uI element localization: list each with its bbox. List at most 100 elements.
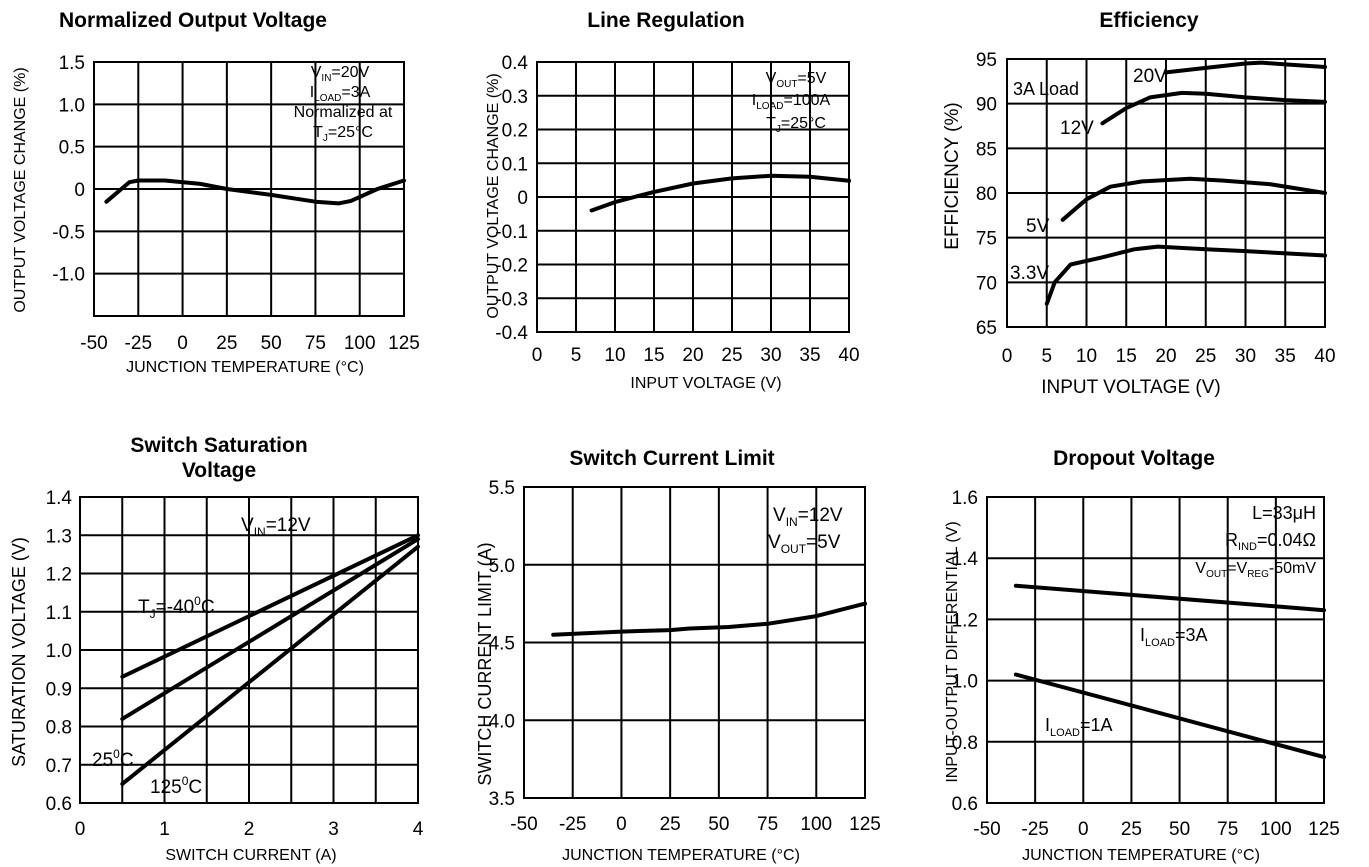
- x-tick-label: 125: [849, 814, 881, 835]
- y-tick-label: -0.2: [495, 256, 528, 277]
- x-tick-label: 40: [838, 345, 859, 366]
- series-line: [589, 173, 851, 213]
- x-tick-label: 0: [532, 345, 543, 366]
- y-tick-label: 1.1: [46, 603, 72, 624]
- series-line-125-c: [120, 544, 420, 786]
- x-axis-label: INPUT VOLTAGE (V): [1041, 377, 1220, 398]
- y-tick-label: 1.0: [46, 641, 72, 662]
- y-tick-label: 0.3: [502, 87, 528, 108]
- x-tick-labels: -50 -25 0 25 50 75 100 125: [80, 333, 420, 354]
- x-tick-label: 100: [344, 333, 376, 354]
- annotation-load: 3A Load: [1013, 79, 1079, 99]
- series-lines: [551, 601, 867, 637]
- chart-title: Normalized Output Voltage: [59, 9, 327, 32]
- x-tick-label: 100: [1260, 819, 1292, 840]
- y-tick-labels: 1.6 1.4 1.2 1.0 0.8 0.6: [952, 488, 979, 815]
- series-label-20v: 20V: [1133, 66, 1167, 87]
- y-tick-label: 1.5: [59, 53, 85, 74]
- y-tick-label: 80: [976, 184, 997, 205]
- chart-dropout-voltage: Dropout Voltage -50 -25 0 25 50 75 100 125 1.61…: [944, 447, 1340, 864]
- x-tick-label: 40: [1314, 346, 1335, 367]
- series-line-tj-40-c: [120, 533, 420, 679]
- y-tick-labels: 1.5 1.0 0.5 0 -0.5 -1.0: [52, 53, 85, 286]
- series-label-iload-3a: ILOAD=3A: [1140, 625, 1208, 649]
- annotation-rind: RIND=0.04Ω: [1225, 530, 1316, 553]
- y-tick-label: -0.4: [495, 323, 528, 344]
- x-tick-label: -25: [125, 333, 152, 354]
- x-tick-labels: 0 5 10 15 20 25 30 35 40: [1002, 346, 1336, 367]
- conditions-annotation: VIN=20V ILOAD=3A Normalized at TJ=25°C: [294, 64, 393, 144]
- y-tick-label: 0.5: [59, 138, 85, 159]
- plot-frame: [93, 61, 405, 317]
- y-axis-label: SATURATION VOLTAGE (V): [9, 537, 29, 767]
- y-tick-label: 1.6: [952, 488, 978, 509]
- y-axis-label: INPUT-OUTPUT DIFFERENTIAL (V): [944, 521, 961, 782]
- y-axis-label: OUTPUT VOLTAGE CHANGE (%): [12, 67, 29, 312]
- x-tick-label: 10: [604, 345, 625, 366]
- x-tick-label: 0: [75, 819, 86, 840]
- x-axis-label: SWITCH CURRENT (A): [165, 847, 336, 864]
- y-tick-label: 1.4: [952, 549, 979, 570]
- x-tick-label: 75: [757, 814, 778, 835]
- y-tick-labels: 1.4 1.3 1.2 1.1 1.0 0.9 0.8 0.7 0.6: [46, 488, 73, 815]
- x-tick-label: 4: [413, 819, 424, 840]
- annotation-normalized: Normalized at: [294, 104, 393, 121]
- chart-efficiency: Efficiency 0 5 10 15 20 25 30 35 40 95 90 85 80 75 70…: [942, 9, 1336, 398]
- y-tick-label: 0.7: [46, 756, 72, 777]
- y-tick-label: 0.6: [952, 794, 978, 815]
- y-tick-label: -1.0: [52, 265, 85, 286]
- series-line: [104, 178, 406, 206]
- y-tick-label: 0.4: [502, 53, 529, 74]
- series-line-iload-3a: [1013, 583, 1326, 613]
- x-tick-label: 25: [216, 333, 237, 354]
- y-tick-label: 85: [976, 139, 997, 160]
- y-tick-labels: 95 90 85 80 75 70 65: [976, 50, 997, 339]
- series-lines: [1044, 60, 1327, 306]
- x-tick-label: 25: [721, 345, 742, 366]
- x-axis-label: JUNCTION TEMPERATURE (°C): [126, 359, 364, 376]
- x-tick-label: 5: [1041, 346, 1052, 367]
- y-tick-label: 65: [976, 318, 997, 339]
- x-tick-label: 0: [1002, 346, 1013, 367]
- grid: [93, 61, 405, 316]
- x-tick-label: 125: [388, 333, 420, 354]
- y-tick-label: -0.3: [495, 289, 528, 310]
- chart-switch-current-limit: Switch Current Limit -50 -25 0 25 50 75 100 125…: [475, 447, 881, 864]
- y-tick-label: 1.2: [46, 565, 72, 586]
- y-tick-label: 3.5: [489, 789, 515, 810]
- x-tick-label: -50: [80, 333, 107, 354]
- y-tick-label: 1.0: [59, 95, 85, 116]
- chart-title: Dropout Voltage: [1053, 447, 1215, 470]
- x-tick-label: 50: [1169, 819, 1190, 840]
- series-line-iload-1a: [1013, 672, 1326, 760]
- series-line-12v: [1100, 90, 1327, 126]
- chart-line-regulation: Line Regulation 0 5 10 15 20 25 30 35 40 0.40.30…: [485, 9, 860, 392]
- annotation-vin: VIN=12V: [773, 505, 843, 529]
- x-tick-label: -25: [559, 814, 586, 835]
- series-label-25c: 250C: [92, 747, 134, 771]
- series-label-3-3v: 3.3V: [1010, 263, 1049, 284]
- x-tick-label: 75: [1217, 819, 1238, 840]
- annotation-tj: TJ=25°C: [313, 124, 373, 144]
- y-tick-labels: 0.4 0.3 0.2 0.1 0 -0.1 -0.2 -0.3 -0.4: [495, 53, 528, 344]
- x-tick-label: 5: [571, 345, 582, 366]
- y-tick-label: 1.3: [46, 526, 72, 547]
- x-tick-label: 35: [799, 345, 820, 366]
- x-tick-label: 15: [643, 345, 664, 366]
- plot-frame: [79, 496, 419, 804]
- series-line-20v: [1164, 60, 1327, 75]
- y-tick-label: 5.0: [489, 556, 515, 577]
- x-tick-label: 35: [1275, 346, 1296, 367]
- y-tick-label: 0.9: [46, 679, 72, 700]
- x-tick-label: 0: [1078, 819, 1089, 840]
- x-tick-labels: -50 -25 0 25 50 75 100 125: [973, 819, 1340, 840]
- annotation-tj: TJ=25°C: [766, 115, 826, 135]
- x-tick-label: 50: [708, 814, 729, 835]
- series-line-25-c: [120, 537, 420, 721]
- x-tick-label: 50: [261, 333, 282, 354]
- series-label-5v: 5V: [1026, 216, 1050, 237]
- x-tick-label: 15: [1116, 346, 1137, 367]
- chart-title: Line Regulation: [587, 9, 745, 32]
